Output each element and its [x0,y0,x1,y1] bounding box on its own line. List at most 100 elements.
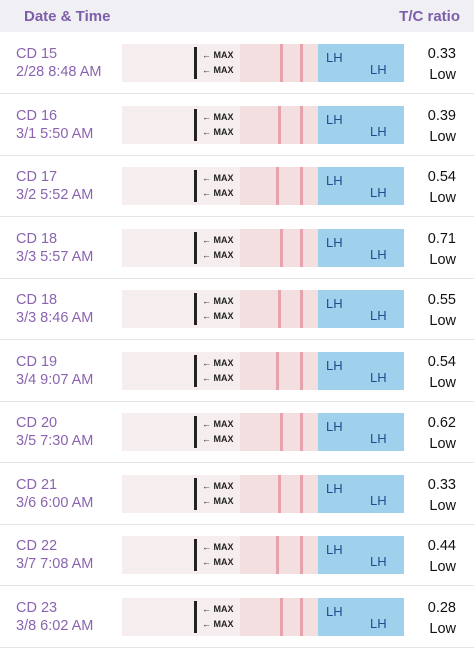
strip-wrapper: LH LH [318,290,404,328]
max-bar [194,170,197,202]
control-line [300,351,303,390]
max-label: ← MAX [202,603,234,614]
max-label: ← MAX [202,311,234,321]
max-label: ← MAX [202,495,234,506]
test-time: 3/8 6:02 AM [16,617,94,634]
max-label: ← MAX [202,50,234,60]
lh-level: Low [429,313,456,329]
control-line [300,536,303,574]
max-label: ← MAX [202,542,234,552]
test-row[interactable]: CD 23 3/8 6:02 AM ← MAX ← MAX LH LH 0.28 Low [0,587,474,648]
test-line [280,597,283,636]
max-label: ← MAX [202,173,234,183]
max-label: ← MAX [202,372,234,383]
max-bar [194,354,197,387]
test-row[interactable]: CD 20 3/5 7:30 AM ← MAX ← MAX LH LH 0.62 Low [0,402,474,463]
test-row[interactable]: CD 17 3/2 5:52 AM ← MAX ← MAX LH LH 0.54 Low [0,156,474,217]
test-row[interactable]: CD 21 3/6 6:00 AM ← MAX ← MAX LH LH 0.33 Low [0,464,474,525]
tc-ratio: 0.44 [427,538,456,554]
tc-ratio: 0.54 [427,353,456,370]
strip-wrapper: LH LH [318,597,404,636]
test-row[interactable]: CD 19 3/4 9:07 AM ← MAX ← MAX LH LH 0.54 Low [0,341,474,402]
brand-label: LH [326,173,343,188]
result-window [240,167,318,205]
test-time: 3/4 9:07 AM [16,371,94,388]
result-window [240,536,318,574]
strip-wrapper: LH LH [318,228,404,267]
test-strip: ← MAX ← MAX LH LH [122,536,404,574]
strip-wrapper: LH LH [318,536,404,574]
test-row[interactable]: CD 15 2/28 8:48 AM ← MAX ← MAX LH LH 0.33 Low [0,33,474,94]
cycle-day: CD 22 [16,538,58,554]
brand-label: LH [370,492,387,508]
cycle-day: CD 19 [16,353,58,370]
test-row[interactable]: CD 16 3/1 5:50 AM ← MAX ← MAX LH LH 0.39 Low [0,95,474,156]
lh-level: Low [429,190,456,206]
test-line [276,167,279,205]
test-strip: ← MAX ← MAX LH LH [122,597,404,636]
result-window [240,597,318,636]
max-label: ← MAX [202,296,234,306]
lh-level: Low [429,251,456,268]
strip-wrapper: LH LH [318,105,404,144]
max-label: ← MAX [202,249,234,260]
max-bar [194,539,197,571]
result-window [240,228,318,267]
lh-level: Low [429,374,456,391]
lh-level: Low [429,128,456,145]
test-row[interactable]: CD 22 3/7 7:08 AM ← MAX ← MAX LH LH 0.44 Low [0,525,474,586]
test-strip: ← MAX ← MAX LH LH [122,474,404,513]
max-bar [194,293,197,325]
lh-level: Low [429,620,456,637]
test-line [278,474,281,513]
brand-label: LH [370,246,387,262]
control-line [300,105,303,144]
test-time: 3/3 5:57 AM [16,248,94,265]
brand-label: LH [370,308,387,323]
control-line [300,44,303,82]
brand-label: LH [326,603,343,619]
test-row[interactable]: CD 18 3/3 8:46 AM ← MAX ← MAX LH LH 0.55 Low [0,279,474,340]
cycle-day: CD 18 [16,292,58,308]
max-label: ← MAX [202,234,234,245]
brand-label: LH [326,357,343,373]
brand-label: LH [370,615,387,631]
control-line [300,290,303,328]
max-bar [194,108,197,141]
max-bar [194,416,197,448]
test-time: 3/5 7:30 AM [16,433,94,449]
max-bar [194,600,197,633]
tc-ratio: 0.33 [427,476,456,493]
header-date-time: Date & Time [24,8,111,25]
control-line [300,167,303,205]
test-line [280,413,283,451]
cycle-day: CD 23 [16,599,58,616]
header-tc-ratio: T/C ratio [399,8,460,25]
test-line [276,351,279,390]
max-label: ← MAX [202,126,234,137]
max-bar [194,231,197,264]
test-time: 3/1 5:50 AM [16,125,94,142]
test-row[interactable]: CD 18 3/3 5:57 AM ← MAX ← MAX LH LH 0.71 Low [0,218,474,279]
lh-level: Low [429,436,456,452]
max-bar [194,47,197,79]
test-strip: ← MAX ← MAX LH LH [122,228,404,267]
max-label: ← MAX [202,480,234,491]
max-label: ← MAX [202,618,234,629]
brand-label: LH [326,111,343,127]
result-window [240,44,318,82]
max-label: ← MAX [202,557,234,567]
strip-wrapper: LH LH [318,351,404,390]
tc-ratio: 0.62 [427,415,456,431]
test-strip: ← MAX ← MAX LH LH [122,44,404,82]
brand-label: LH [326,480,343,496]
brand-label: LH [370,369,387,385]
max-label: ← MAX [202,111,234,122]
max-bar [194,477,197,510]
brand-label: LH [326,234,343,250]
control-line [300,597,303,636]
cycle-day: CD 17 [16,169,58,185]
tc-ratio: 0.39 [427,107,456,124]
lh-level: Low [429,67,456,83]
